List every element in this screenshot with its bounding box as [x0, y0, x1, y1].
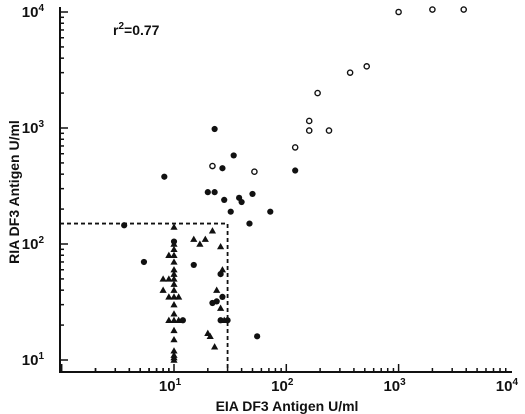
data-point-triangle — [159, 275, 167, 282]
data-point-triangle — [170, 240, 178, 247]
data-point-triangle — [201, 235, 209, 242]
data-point-triangle — [170, 335, 178, 343]
data-point-open-circle — [291, 144, 299, 151]
data-point-triangle — [218, 266, 227, 273]
data-point-filled-circle — [219, 165, 226, 172]
data-point-triangle — [165, 251, 173, 258]
data-point-triangle — [170, 301, 178, 308]
data-point-filled-circle — [121, 222, 128, 229]
data-point-triangle — [165, 293, 173, 300]
data-point-triangle — [170, 356, 178, 363]
x-axis-label: EIA DF3 Antigen U/ml — [216, 398, 359, 414]
data-point-open-circle — [209, 162, 216, 170]
data-point-filled-circle — [140, 258, 148, 266]
data-point-triangle — [170, 293, 178, 300]
data-point-triangle — [208, 227, 217, 234]
data-point-open-circle — [251, 168, 258, 176]
data-point-triangle — [165, 316, 173, 323]
data-point-filled-circle — [190, 261, 197, 269]
data-point-filled-circle — [219, 293, 226, 300]
x-tick-label: 101 — [159, 377, 182, 395]
data-points — [121, 6, 468, 363]
data-point-open-circle — [346, 69, 354, 76]
data-point-triangle — [217, 304, 225, 311]
data-point-open-circle — [460, 6, 468, 13]
data-point-open-circle — [314, 89, 321, 97]
data-point-filled-circle — [230, 152, 237, 159]
data-point-triangle — [170, 223, 178, 230]
data-point-open-circle — [429, 6, 436, 13]
data-point-triangle — [213, 286, 221, 293]
data-point-filled-circle — [246, 220, 253, 227]
data-point-open-circle — [305, 117, 313, 125]
data-point-open-circle — [305, 127, 313, 134]
data-point-triangle — [170, 316, 178, 323]
y-tick-label: 102 — [22, 235, 45, 253]
data-point-filled-circle — [238, 198, 245, 206]
data-point-open-circle — [363, 63, 371, 70]
data-point-filled-circle — [221, 196, 228, 203]
data-point-triangle — [170, 286, 178, 293]
data-point-triangle — [170, 258, 178, 265]
r-squared-annotation: r2=0.77 — [113, 21, 160, 38]
data-point-triangle — [220, 316, 228, 323]
x-tick-label: 104 — [496, 377, 519, 395]
data-point-open-circle — [395, 8, 402, 16]
data-point-triangle — [175, 316, 183, 323]
data-point-triangle — [170, 326, 178, 334]
data-point-filled-circle — [204, 189, 211, 196]
data-point-triangle — [170, 347, 178, 354]
data-point-filled-circle — [254, 333, 261, 340]
y-axis-label: RIA DF3 Antigen U/ml — [6, 120, 22, 264]
data-point-filled-circle — [161, 173, 168, 180]
x-tick-label: 102 — [271, 377, 294, 395]
data-point-filled-circle — [211, 125, 218, 133]
data-point-triangle — [170, 280, 178, 287]
data-point-open-circle — [325, 127, 333, 134]
data-point-triangle — [196, 240, 204, 247]
x-tick-label: 103 — [383, 377, 406, 395]
data-point-triangle — [175, 293, 183, 300]
data-point-triangle — [217, 242, 225, 250]
data-point-triangle — [190, 235, 198, 242]
data-point-triangle — [211, 343, 219, 350]
data-point-filled-circle — [217, 271, 224, 278]
data-point-triangle — [170, 245, 178, 253]
data-point-triangle — [170, 266, 178, 273]
axis-frame — [59, 7, 512, 373]
y-tick-label: 104 — [22, 3, 45, 21]
y-tick-label: 101 — [22, 351, 45, 369]
y-tick-label: 103 — [22, 119, 45, 137]
data-point-filled-circle — [292, 167, 299, 174]
data-point-filled-circle — [227, 208, 234, 215]
plot-area: 101 102 103 104 101 102 103 104 — [22, 3, 519, 395]
data-point-filled-circle — [209, 299, 216, 307]
data-point-triangle — [170, 275, 178, 282]
data-point-filled-circle — [249, 190, 256, 198]
data-point-triangle — [204, 329, 212, 336]
axis-ticks: 101 102 103 104 101 102 103 104 — [22, 3, 519, 395]
data-point-filled-circle — [211, 189, 218, 196]
data-point-triangle — [170, 270, 178, 277]
data-point-filled-circle — [267, 208, 274, 215]
data-point-triangle — [159, 286, 167, 293]
data-point-triangle — [165, 275, 173, 282]
data-point-triangle — [170, 251, 178, 258]
data-point-triangle — [170, 310, 178, 317]
